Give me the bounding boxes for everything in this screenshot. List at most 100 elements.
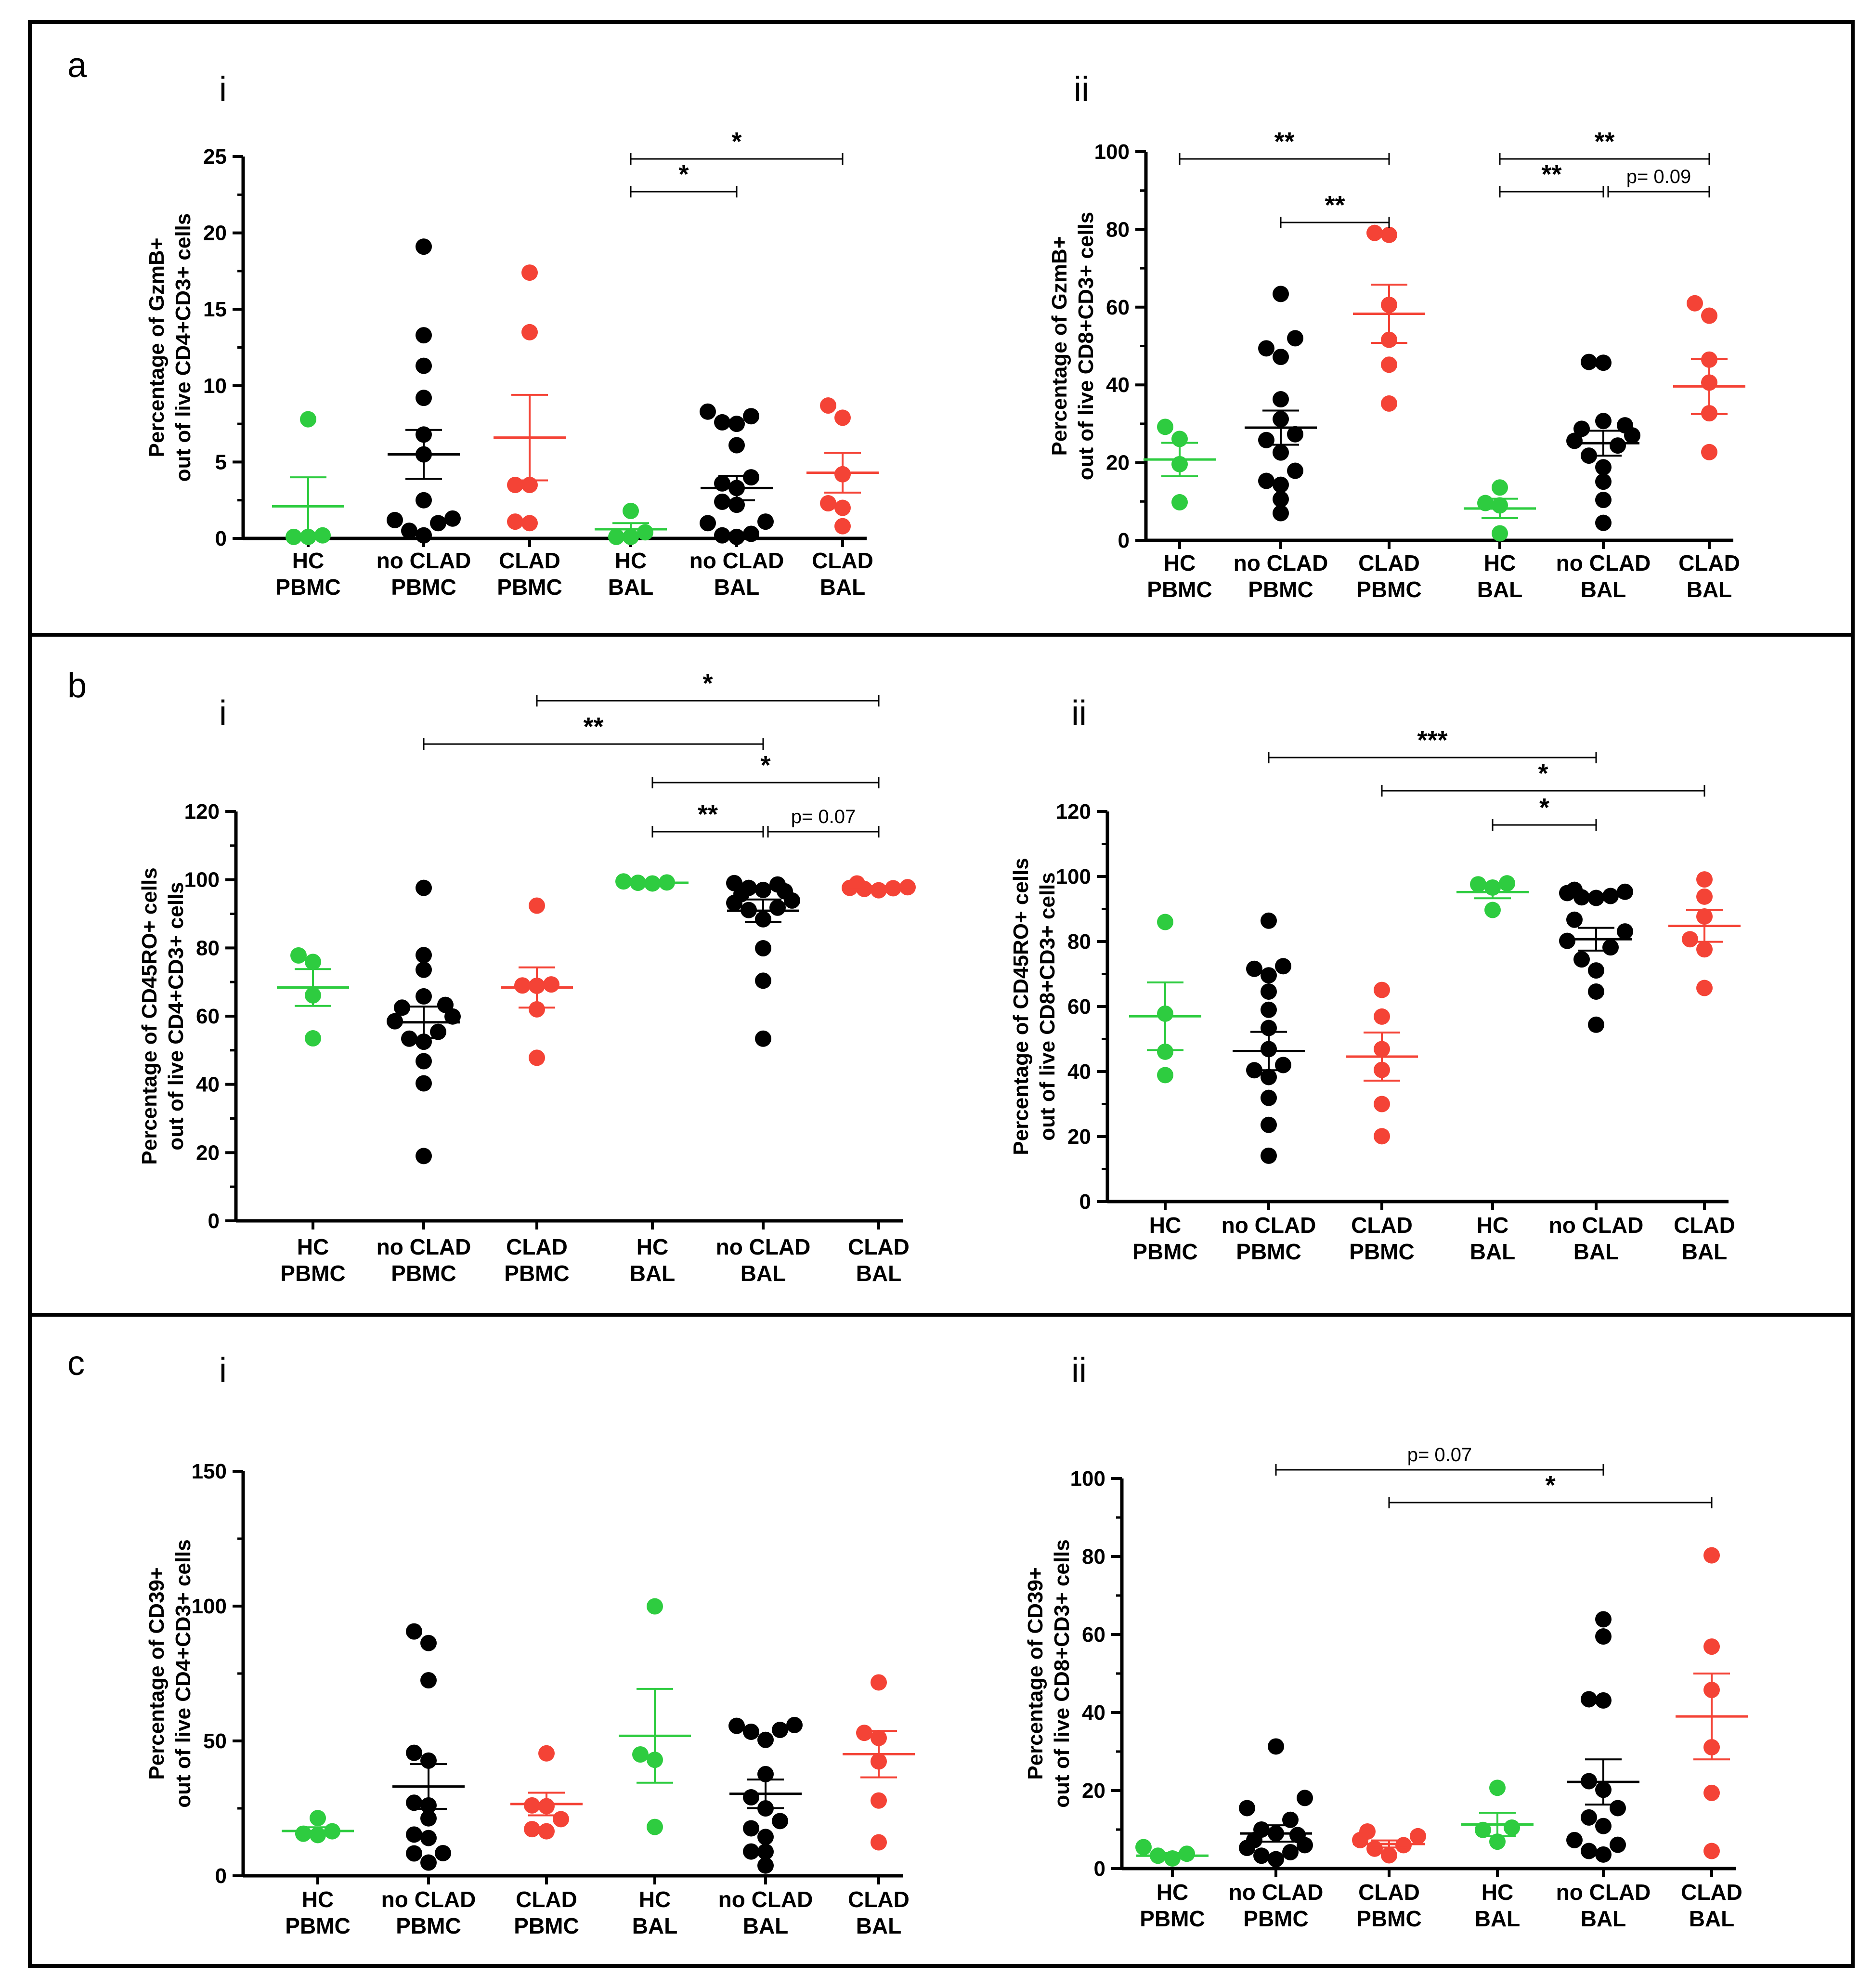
data-point xyxy=(1374,1096,1390,1112)
panel-b-ii: ii 0 20 40 60 80 100 120 Percentage of CD45RO+ c… xyxy=(1009,694,1741,1264)
x-tick-label: no CLAD xyxy=(1234,550,1328,575)
x-tick-label: PBMC xyxy=(1356,577,1421,602)
data-point xyxy=(1287,462,1303,479)
y-tick-label: 20 xyxy=(1106,451,1130,475)
y-tick-label: 50 xyxy=(203,1729,227,1753)
data-point xyxy=(1273,391,1289,408)
data-point xyxy=(647,1598,663,1615)
significance-label: * xyxy=(1539,793,1549,822)
data-point xyxy=(416,390,432,406)
data-point xyxy=(728,1717,745,1734)
data-point xyxy=(1261,967,1277,984)
data-point xyxy=(700,515,716,532)
y-tick-label: 20 xyxy=(203,222,227,245)
x-tick-label: HC xyxy=(637,1234,668,1259)
data-point xyxy=(871,882,887,899)
data-point xyxy=(757,1731,774,1748)
y-tick-label: 120 xyxy=(1056,800,1091,824)
x-tick-label: PBMC xyxy=(504,1261,569,1286)
data-point xyxy=(300,411,316,428)
y-tick-label: 0 xyxy=(1079,1190,1091,1214)
data-point xyxy=(416,357,432,374)
y-tick-label: 60 xyxy=(1106,296,1130,319)
data-point xyxy=(755,940,771,957)
data-point xyxy=(743,1789,759,1806)
data-point xyxy=(416,492,432,509)
data-point xyxy=(743,1843,759,1860)
data-point xyxy=(743,469,759,486)
data-point xyxy=(1258,472,1274,489)
data-point xyxy=(1566,432,1583,449)
significance-label: * xyxy=(731,127,741,156)
data-point xyxy=(1381,395,1397,412)
data-point xyxy=(1610,437,1626,454)
y-tick-label: 40 xyxy=(1082,1701,1105,1725)
data-point xyxy=(1595,459,1612,476)
data-point xyxy=(1374,1008,1390,1025)
data-point xyxy=(1374,1128,1390,1145)
x-tick-label: BAL xyxy=(1581,577,1626,602)
x-tick-label: no CLAD xyxy=(716,1234,811,1259)
data-point xyxy=(1588,962,1604,979)
data-point xyxy=(1602,888,1619,904)
y-tick-label: 120 xyxy=(184,800,220,824)
data-point xyxy=(637,524,653,541)
data-point xyxy=(1135,1839,1152,1856)
data-point xyxy=(632,1746,649,1763)
data-point xyxy=(1687,295,1703,312)
y-axis-label: Percentage of CD39+ xyxy=(1024,1567,1047,1779)
y-tick-label: 60 xyxy=(1067,995,1091,1019)
panel-c-ii: ii 0 20 40 60 80 100 Percentage of CD39+ out of … xyxy=(1024,1351,1748,1931)
x-tick-label: BAL xyxy=(632,1913,678,1938)
y-tick-label: 0 xyxy=(1094,1857,1105,1881)
data-point xyxy=(416,1075,432,1092)
data-point xyxy=(1610,1800,1626,1817)
data-point xyxy=(1410,1828,1426,1844)
data-point xyxy=(615,873,632,890)
data-point xyxy=(507,476,523,493)
significance-label: ** xyxy=(583,712,603,741)
data-point xyxy=(1273,491,1289,508)
data-point xyxy=(1696,941,1713,958)
y-tick-label: 80 xyxy=(1082,1545,1105,1569)
data-point xyxy=(521,264,538,281)
data-point xyxy=(1273,286,1289,302)
data-point xyxy=(728,437,745,454)
y-tick-label: 80 xyxy=(196,936,220,960)
data-point xyxy=(310,1810,326,1827)
y-axis-label: out of live CD8+CD3+ cells xyxy=(1074,212,1098,481)
data-point xyxy=(755,881,771,898)
data-point xyxy=(1275,958,1291,975)
data-point xyxy=(1682,931,1698,948)
section-label: b xyxy=(67,667,87,705)
significance-label: p= 0.07 xyxy=(791,806,856,827)
y-tick-label: 5 xyxy=(215,450,227,474)
data-point xyxy=(1588,889,1604,906)
x-tick-label: BAL xyxy=(743,1913,789,1938)
x-tick-label: PBMC xyxy=(391,575,456,600)
data-point xyxy=(786,1716,803,1733)
significance-label: *** xyxy=(1417,726,1447,755)
data-point xyxy=(1595,1818,1612,1834)
panel-label: i xyxy=(219,70,227,109)
panel-label: i xyxy=(219,1351,227,1390)
data-point xyxy=(1595,1846,1612,1863)
y-tick-label: 100 xyxy=(192,1595,227,1618)
y-tick-label: 20 xyxy=(196,1141,220,1164)
x-tick-label: no CLAD xyxy=(1556,1880,1651,1905)
y-axis-label: Percentage of GzmB+ xyxy=(1048,236,1071,456)
x-tick-label: HC xyxy=(615,548,647,573)
data-point xyxy=(416,238,432,255)
x-tick-label: PBMC xyxy=(1147,577,1212,602)
x-tick-label: BAL xyxy=(741,1261,786,1286)
y-tick-label: 100 xyxy=(1070,1467,1105,1491)
x-tick-label: CLAD xyxy=(1674,1213,1735,1238)
x-tick-label: no CLAD xyxy=(1556,550,1651,575)
data-point xyxy=(1275,1057,1291,1073)
data-point xyxy=(305,1030,321,1047)
data-point xyxy=(1595,1628,1612,1645)
panel-label: ii xyxy=(1071,1351,1087,1390)
x-tick-label: no CLAD xyxy=(377,1234,471,1259)
data-point xyxy=(1171,494,1188,510)
